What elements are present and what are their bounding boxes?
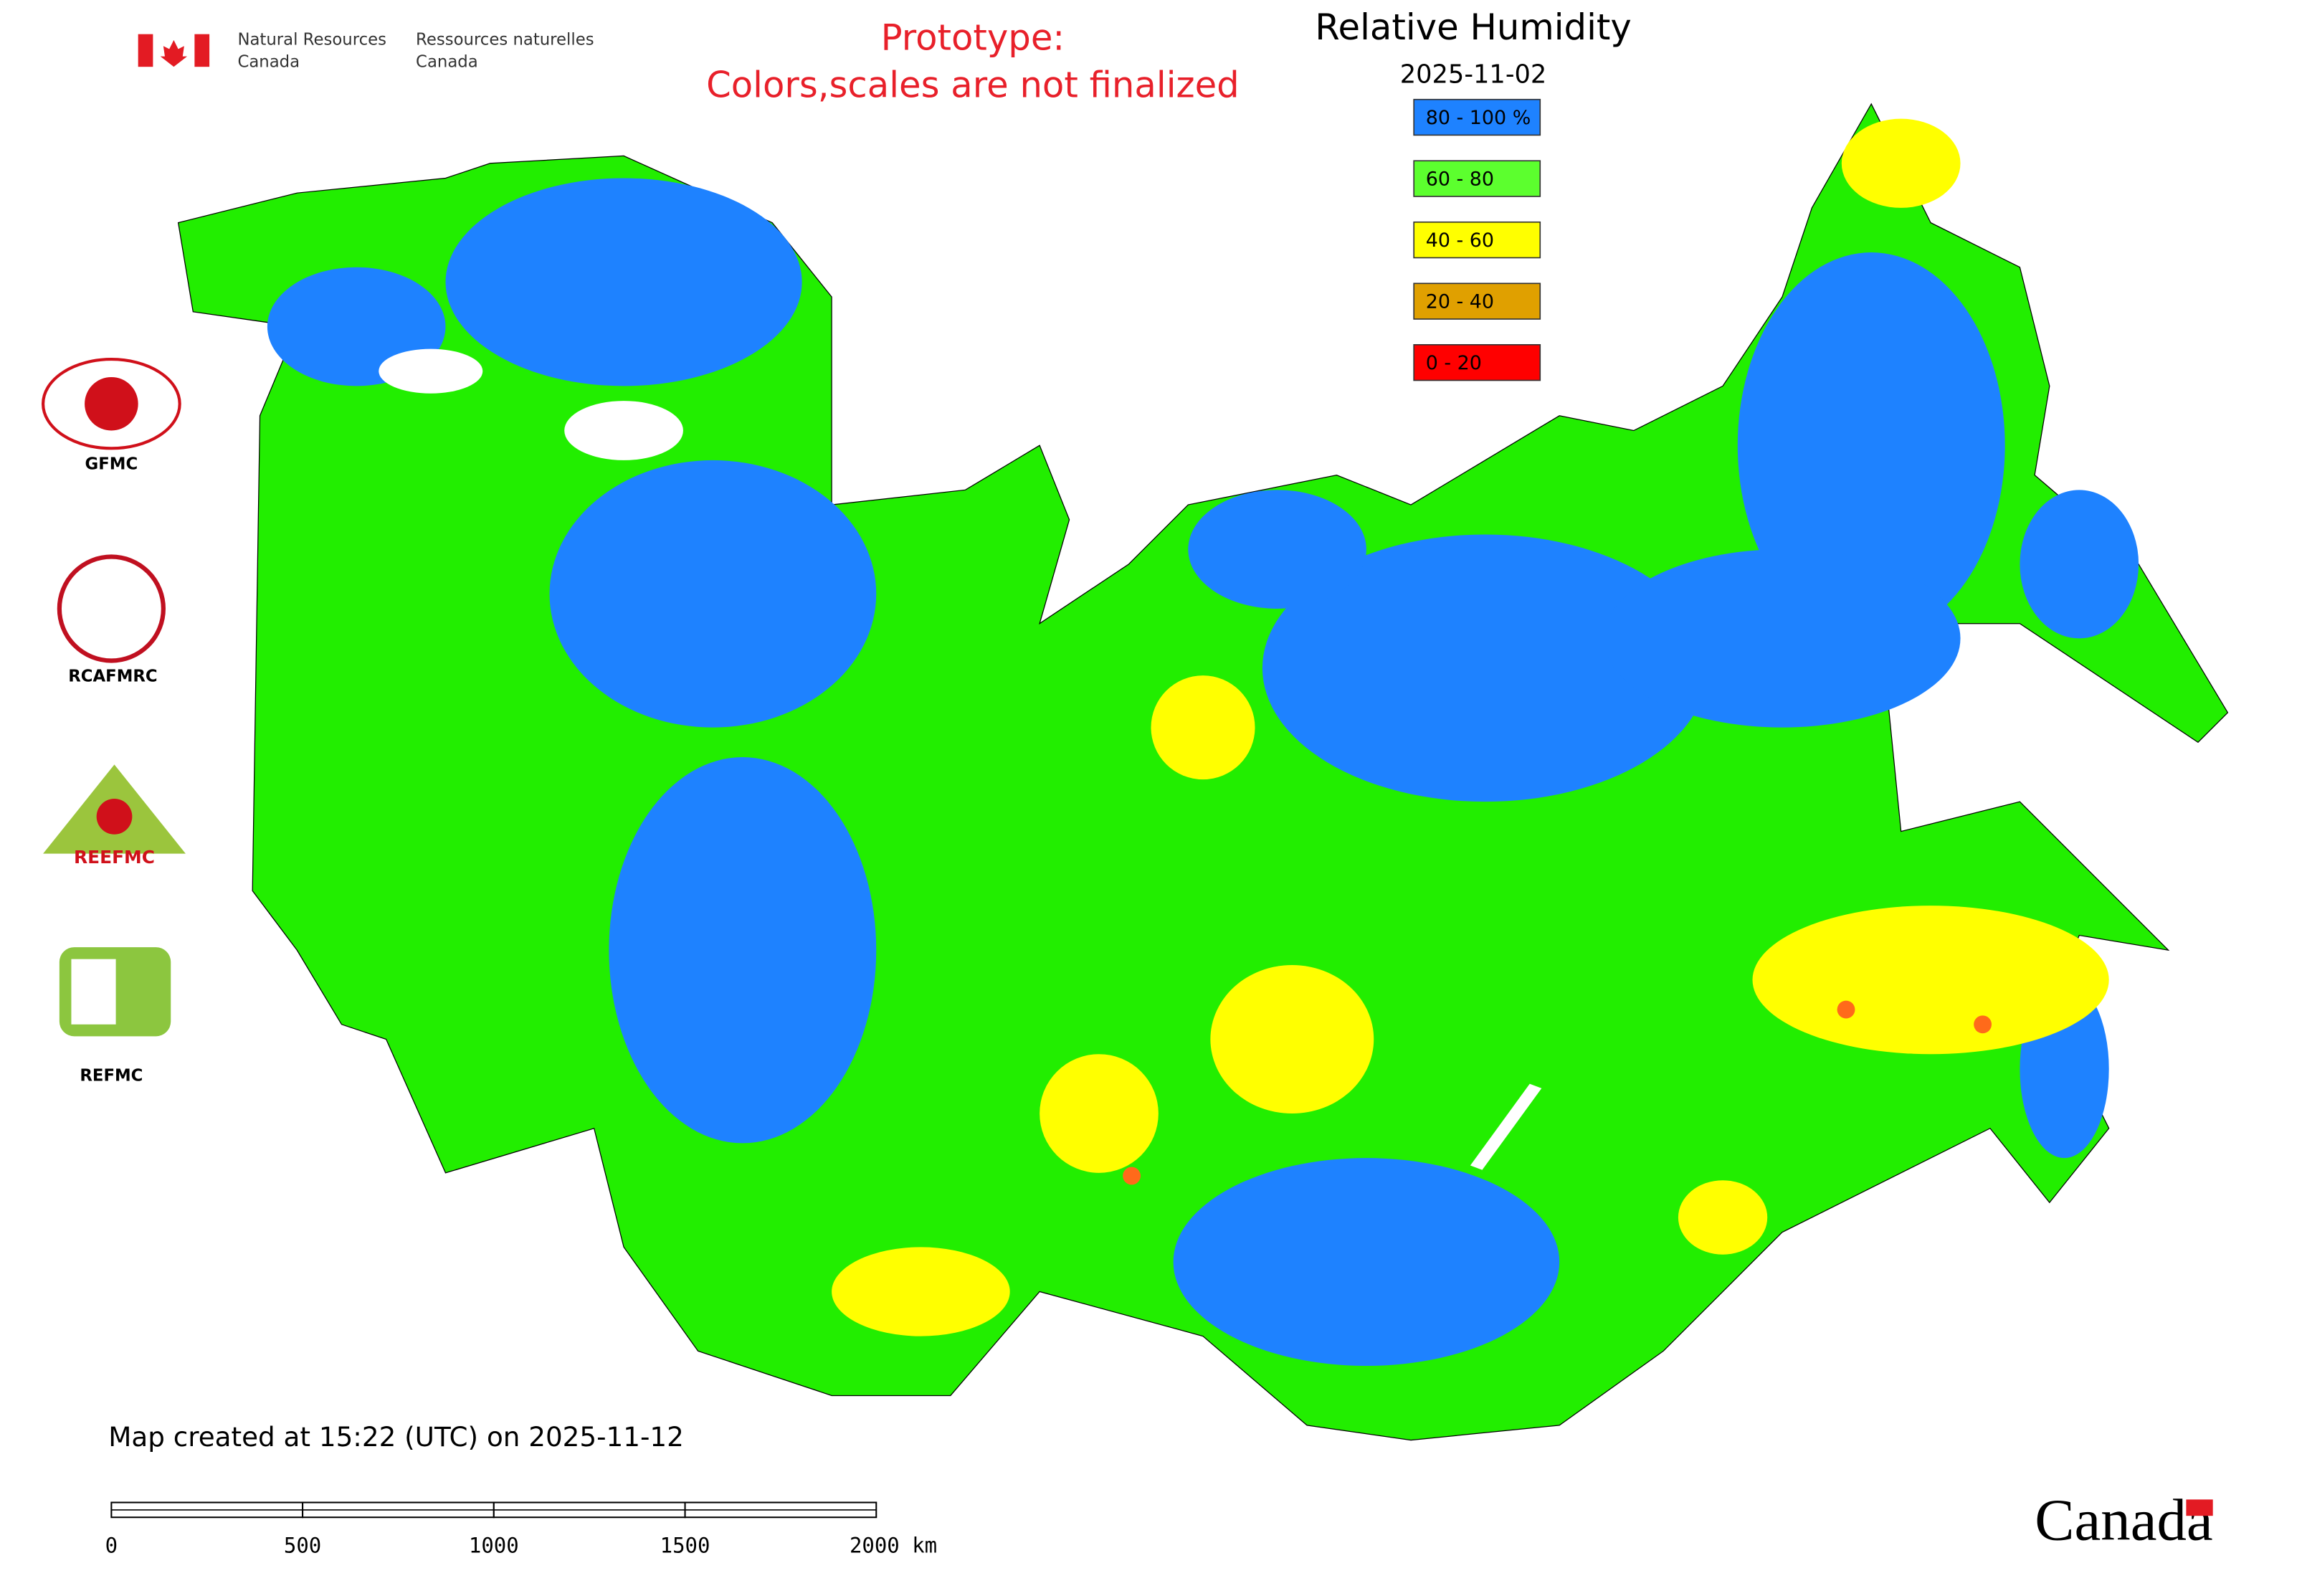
legend-swatch — [1413, 282, 1541, 320]
org-en-line2: Canada — [237, 52, 300, 71]
org-fr-line2: Canada — [416, 52, 478, 71]
legend-label: 20 - 40 — [1426, 291, 1494, 313]
legend-swatch — [1413, 98, 1541, 136]
logo-label: RCAFMRC — [68, 668, 157, 686]
notice-line1: Prototype: — [881, 16, 1065, 58]
logo-label: REFMC — [80, 1067, 143, 1086]
title: Relative Humidity — [1315, 6, 1632, 48]
map — [177, 103, 2229, 1441]
logo-label: GFMC — [85, 455, 138, 474]
scale-bar: 0 500 1000 1500 2000 km — [105, 1501, 937, 1558]
lakes — [379, 348, 1542, 1170]
canada-wordmark: Canada — [2035, 1487, 2212, 1553]
very-dry-spots — [1123, 1000, 1992, 1185]
logo-rcafmrc — [57, 554, 166, 663]
legend-label: 80 - 100 % — [1426, 107, 1531, 129]
logo-label: REEFMC — [74, 847, 155, 868]
legend-label: 40 - 60 — [1426, 229, 1494, 252]
legend: 80 - 100 % 60 - 80 40 - 60 20 - 40 0 - 20 — [1413, 98, 1541, 381]
wordmark-flag — [2186, 1499, 2213, 1516]
legend-label: 60 - 80 — [1426, 168, 1494, 191]
logo-reefmc — [43, 764, 186, 854]
legend-label: 0 - 20 — [1426, 352, 1482, 374]
scale-label: 1000 — [469, 1534, 519, 1558]
scale-label: 0 — [105, 1534, 118, 1558]
logo-refmc — [59, 947, 171, 1037]
dry-areas — [832, 118, 2109, 1336]
canada-flag — [138, 34, 210, 67]
scale-label: 1500 — [660, 1534, 710, 1558]
scale-label: 500 — [284, 1534, 321, 1558]
org-en-line1: Natural Resources — [237, 30, 386, 49]
legend-swatch — [1413, 221, 1541, 259]
scale-label: 2000 km — [850, 1534, 937, 1558]
legend-swatch — [1413, 160, 1541, 197]
humid-areas — [267, 178, 2139, 1367]
created-note: Map created at 15:22 (UTC) on 2025-11-12 — [108, 1421, 684, 1453]
legend-swatch — [1413, 343, 1541, 381]
logo-gfmc — [42, 358, 181, 450]
org-fr-line1: Ressources naturelles — [416, 30, 594, 49]
date: 2025-11-02 — [1400, 60, 1547, 90]
notice-line2: Colors,scales are not finalized — [706, 65, 1240, 106]
